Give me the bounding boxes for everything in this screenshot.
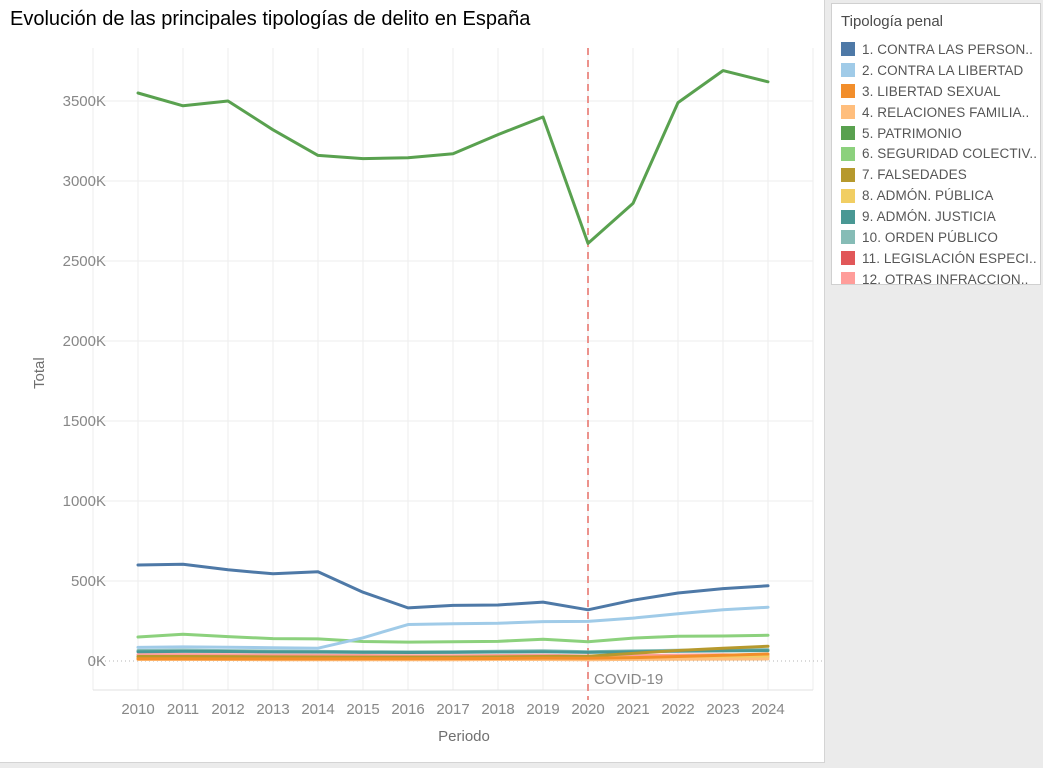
legend-item-label: 4. RELACIONES FAMILIA.. — [862, 104, 1030, 120]
legend-swatch-icon — [841, 230, 855, 245]
legend: Tipología penal 1. CONTRA LAS PERSON.. 2.… — [831, 3, 1041, 285]
series-line-2[interactable] — [136, 605, 770, 650]
annotation-label: COVID-19 — [594, 671, 663, 688]
x-tick-label: 2019 — [526, 701, 559, 718]
line-chart: 0K 500K 1000K 1500K 2000K 2500K 3000K 3500K 2010… — [63, 48, 825, 718]
legend-item[interactable]: 1. CONTRA LAS PERSON.. — [841, 39, 1040, 60]
y-tick-label: 1500K — [63, 413, 106, 430]
x-tick-label: 2024 — [751, 701, 784, 718]
y-tick-label: 3500K — [63, 93, 106, 110]
x-axis-title: Periodo — [438, 728, 490, 745]
legend-item-label: 9. ADMÓN. JUSTICIA — [862, 209, 996, 225]
x-tick-label: 2020 — [571, 701, 604, 718]
legend-item-label: 11. LEGISLACIÓN ESPECI.. — [862, 250, 1037, 266]
legend-swatch-icon — [841, 146, 855, 161]
legend-item-label: 2. CONTRA LA LIBERTAD — [862, 62, 1024, 78]
legend-item[interactable]: 9. ADMÓN. JUSTICIA — [841, 206, 1040, 227]
x-tick-label: 2015 — [346, 701, 379, 718]
y-tick-label: 500K — [71, 573, 106, 590]
x-tick-label: 2014 — [301, 701, 334, 718]
legend-item-label: 1. CONTRA LAS PERSON.. — [862, 41, 1033, 57]
y-tick-label: 2000K — [63, 333, 106, 350]
legend-item-label: 3. LIBERTAD SEXUAL — [862, 83, 1001, 99]
legend-swatch-icon — [841, 105, 855, 120]
legend-item[interactable]: 7. FALSEDADES — [841, 164, 1040, 185]
legend-title: Tipología penal — [841, 13, 944, 30]
legend-item[interactable]: 10. ORDEN PÚBLICO — [841, 227, 1040, 248]
x-tick-label: 2016 — [391, 701, 424, 718]
chart-title: Evolución de las principales tipologías … — [10, 8, 531, 30]
x-tick-label: 2011 — [167, 701, 199, 718]
legend-item[interactable]: 5. PATRIMONIO — [841, 123, 1040, 144]
series-line-5[interactable] — [136, 69, 770, 245]
legend-swatch-icon — [841, 84, 855, 99]
x-tick-label: 2022 — [661, 701, 694, 718]
legend-item-label: 7. FALSEDADES — [862, 167, 967, 183]
series-line-3[interactable] — [136, 652, 770, 661]
x-tick-label: 2021 — [616, 701, 649, 718]
legend-swatch-icon — [841, 251, 855, 266]
series-line-1[interactable] — [136, 562, 770, 612]
legend-item-label: 6. SEGURIDAD COLECTIV.. — [862, 146, 1038, 162]
x-tick-label: 2023 — [706, 701, 739, 718]
x-tick-label: 2013 — [256, 701, 289, 718]
y-tick-label: 2500K — [63, 253, 106, 270]
legend-item-label: 5. PATRIMONIO — [862, 125, 962, 141]
legend-item-label: 10. ORDEN PÚBLICO — [862, 229, 998, 245]
legend-swatch-icon — [841, 63, 855, 78]
legend-swatch-icon — [841, 209, 855, 224]
legend-swatch-icon — [841, 42, 855, 57]
legend-swatch-icon — [841, 167, 855, 182]
legend-swatch-icon — [841, 188, 855, 203]
legend-item[interactable]: 8. ADMÓN. PÚBLICA — [841, 185, 1040, 206]
chart-card: Evolución de las principales tipologías … — [0, 0, 825, 763]
y-tick-label: 3000K — [63, 173, 106, 190]
x-tick-label: 2017 — [436, 701, 469, 718]
y-axis-title: Total — [31, 357, 48, 389]
y-tick-label: 0K — [88, 653, 106, 670]
legend-item[interactable]: 6. SEGURIDAD COLECTIV.. — [841, 143, 1040, 164]
x-tick-label: 2012 — [211, 701, 244, 718]
legend-item[interactable]: 12. OTRAS INFRACCION.. — [841, 269, 1040, 285]
y-tick-label: 1000K — [63, 493, 106, 510]
legend-swatch-icon — [841, 126, 855, 140]
legend-items: 1. CONTRA LAS PERSON.. 2. CONTRA LA LIBER… — [841, 39, 1040, 285]
legend-item[interactable]: 3. LIBERTAD SEXUAL — [841, 81, 1040, 102]
legend-item[interactable]: 11. LEGISLACIÓN ESPECI.. — [841, 248, 1040, 269]
legend-swatch-icon — [841, 272, 855, 284]
legend-item-label: 8. ADMÓN. PÚBLICA — [862, 188, 994, 204]
legend-item-label: 12. OTRAS INFRACCION.. — [862, 271, 1029, 285]
series-line-6[interactable] — [136, 632, 770, 644]
x-tick-label: 2018 — [481, 701, 514, 718]
legend-item[interactable]: 2. CONTRA LA LIBERTAD — [841, 60, 1040, 81]
x-tick-label: 2010 — [121, 701, 154, 718]
legend-item[interactable]: 4. RELACIONES FAMILIA.. — [841, 102, 1040, 123]
